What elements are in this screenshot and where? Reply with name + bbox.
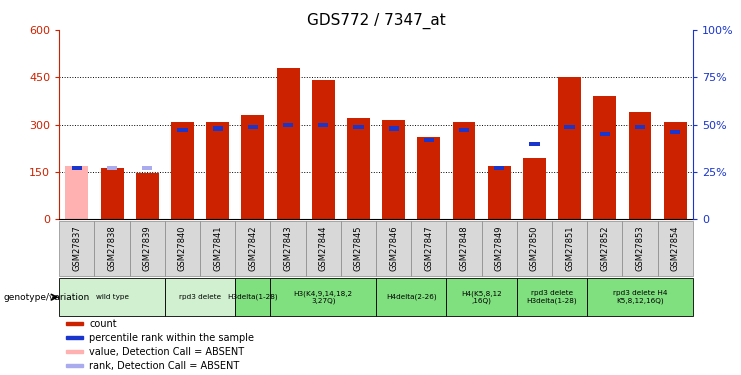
Bar bbox=[488, 166, 511, 219]
Bar bbox=[622, 220, 657, 276]
Bar bbox=[664, 122, 687, 219]
Bar bbox=[142, 166, 153, 170]
Text: GSM27854: GSM27854 bbox=[671, 226, 679, 271]
Text: GSM27848: GSM27848 bbox=[459, 226, 468, 271]
Text: value, Detection Call = ABSENT: value, Detection Call = ABSENT bbox=[90, 347, 245, 357]
Bar bbox=[130, 220, 165, 276]
Bar bbox=[523, 158, 546, 219]
Bar bbox=[552, 220, 587, 276]
Bar bbox=[594, 96, 617, 219]
Bar bbox=[136, 172, 159, 219]
Text: GSM27846: GSM27846 bbox=[389, 226, 398, 271]
Bar bbox=[670, 130, 680, 134]
Text: GSM27840: GSM27840 bbox=[178, 226, 187, 271]
Bar bbox=[66, 350, 83, 353]
Bar bbox=[270, 220, 305, 276]
Text: H4delta(2-26): H4delta(2-26) bbox=[386, 294, 436, 300]
Bar bbox=[635, 124, 645, 129]
Text: GSM27842: GSM27842 bbox=[248, 226, 257, 271]
Bar bbox=[494, 166, 505, 170]
Bar bbox=[411, 220, 446, 276]
Bar bbox=[165, 278, 235, 316]
Bar bbox=[376, 220, 411, 276]
Bar bbox=[388, 126, 399, 130]
Bar bbox=[347, 118, 370, 219]
Text: GSM27851: GSM27851 bbox=[565, 226, 574, 271]
Bar bbox=[516, 278, 587, 316]
Text: wild type: wild type bbox=[96, 294, 129, 300]
Text: GSM27843: GSM27843 bbox=[284, 226, 293, 271]
Text: rpd3 delete
H3delta(1-28): rpd3 delete H3delta(1-28) bbox=[527, 290, 577, 304]
Bar bbox=[312, 81, 335, 219]
Bar bbox=[417, 137, 440, 219]
Bar bbox=[353, 124, 364, 129]
Bar bbox=[341, 220, 376, 276]
Bar bbox=[200, 220, 235, 276]
Bar bbox=[66, 364, 83, 367]
Text: GSM27844: GSM27844 bbox=[319, 226, 328, 271]
Text: GSM27849: GSM27849 bbox=[495, 226, 504, 271]
Bar bbox=[318, 123, 328, 127]
Bar bbox=[446, 220, 482, 276]
Bar bbox=[565, 124, 575, 129]
Text: GSM27839: GSM27839 bbox=[143, 226, 152, 271]
Bar bbox=[206, 122, 229, 219]
Bar bbox=[453, 122, 476, 219]
Bar bbox=[213, 126, 223, 130]
Bar bbox=[72, 166, 82, 170]
Text: GSM27845: GSM27845 bbox=[354, 226, 363, 271]
Bar bbox=[558, 77, 581, 219]
Bar bbox=[165, 220, 200, 276]
Bar bbox=[516, 220, 552, 276]
Bar bbox=[101, 168, 124, 219]
Text: GSM27852: GSM27852 bbox=[600, 226, 609, 271]
Bar bbox=[529, 142, 539, 146]
Bar bbox=[65, 166, 88, 219]
Bar bbox=[628, 112, 651, 219]
Bar bbox=[59, 278, 165, 316]
Bar bbox=[283, 123, 293, 127]
Text: rank, Detection Call = ABSENT: rank, Detection Call = ABSENT bbox=[90, 361, 239, 371]
Bar bbox=[657, 220, 693, 276]
Bar bbox=[459, 128, 469, 132]
Bar bbox=[270, 278, 376, 316]
Text: GSM27841: GSM27841 bbox=[213, 226, 222, 271]
Text: H4(K5,8,12
,16Q): H4(K5,8,12 ,16Q) bbox=[462, 290, 502, 304]
Text: count: count bbox=[90, 319, 117, 329]
Bar bbox=[382, 120, 405, 219]
Bar bbox=[235, 220, 270, 276]
Bar bbox=[446, 278, 516, 316]
Bar bbox=[306, 220, 341, 276]
Bar bbox=[247, 124, 258, 129]
Bar bbox=[171, 122, 194, 219]
Bar bbox=[424, 138, 434, 142]
Title: GDS772 / 7347_at: GDS772 / 7347_at bbox=[307, 12, 445, 28]
Text: GSM27838: GSM27838 bbox=[107, 226, 116, 272]
Bar bbox=[66, 336, 83, 339]
Text: GSM27853: GSM27853 bbox=[636, 226, 645, 271]
Text: GSM27850: GSM27850 bbox=[530, 226, 539, 271]
Bar bbox=[94, 220, 130, 276]
Bar bbox=[66, 322, 83, 326]
Text: H3delta(1-28): H3delta(1-28) bbox=[227, 294, 278, 300]
Bar bbox=[59, 220, 94, 276]
Bar bbox=[235, 278, 270, 316]
Text: H3(K4,9,14,18,2
3,27Q): H3(K4,9,14,18,2 3,27Q) bbox=[293, 290, 353, 304]
Bar bbox=[242, 115, 265, 219]
Bar bbox=[482, 220, 516, 276]
Text: rpd3 delete: rpd3 delete bbox=[179, 294, 221, 300]
Bar bbox=[599, 132, 610, 136]
Text: percentile rank within the sample: percentile rank within the sample bbox=[90, 333, 254, 343]
Bar bbox=[177, 128, 187, 132]
Text: rpd3 delete H4
K5,8,12,16Q): rpd3 delete H4 K5,8,12,16Q) bbox=[613, 290, 668, 304]
Bar bbox=[376, 278, 446, 316]
Bar bbox=[276, 68, 299, 219]
Bar bbox=[107, 166, 117, 170]
Bar bbox=[587, 220, 622, 276]
Text: genotype/variation: genotype/variation bbox=[4, 292, 90, 302]
Text: GSM27847: GSM27847 bbox=[425, 226, 433, 271]
Bar bbox=[587, 278, 693, 316]
Text: GSM27837: GSM27837 bbox=[73, 226, 82, 272]
